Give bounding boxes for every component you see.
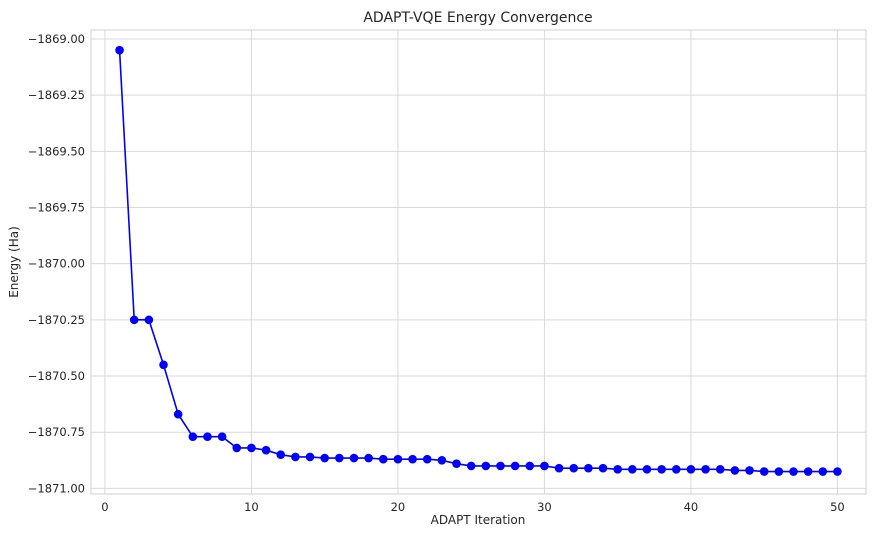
y-tick-label: −1871.00: [28, 481, 85, 495]
data-point: [657, 464, 666, 474]
data-point: [276, 450, 286, 459]
y-tick-label: −1869.00: [28, 32, 85, 46]
data-point: [628, 464, 637, 474]
data-point: [818, 467, 828, 476]
data-point: [159, 360, 168, 370]
data-point: [349, 453, 359, 463]
plot-frame: [90, 29, 867, 495]
data-point: [335, 453, 344, 463]
data-point: [422, 454, 432, 464]
y-tick-label: −1869.75: [28, 201, 85, 215]
y-tick-label: −1870.50: [28, 369, 85, 383]
data-point: [305, 452, 315, 462]
data-point: [144, 315, 154, 325]
data-point: [291, 452, 300, 462]
data-point: [642, 464, 652, 474]
data-point: [217, 432, 227, 442]
data-point: [129, 315, 139, 325]
data-point: [613, 464, 622, 474]
data-point: [437, 455, 447, 465]
data-point: [525, 461, 535, 471]
data-point: [452, 459, 461, 468]
data-point: [730, 466, 740, 475]
chart-title: ADAPT-VQE Energy Convergence: [363, 10, 592, 26]
data-point: [671, 464, 681, 474]
x-tick-label: 30: [537, 500, 552, 514]
data-point: [115, 45, 124, 55]
data-point: [496, 461, 505, 471]
data-point: [686, 464, 696, 474]
y-axis: −1869.00 −1869.25 −1869.50 −1869.75 −1870.00…: [28, 32, 85, 495]
data-point: [803, 467, 813, 476]
data-point: [408, 454, 417, 464]
data-point: [393, 454, 403, 464]
data-point: [745, 466, 754, 475]
x-tick-label: 40: [684, 500, 699, 514]
data-point: [247, 443, 256, 453]
y-tick-label: −1870.25: [28, 313, 85, 327]
x-tick-label: 50: [830, 500, 845, 514]
y-tick-label: −1870.75: [28, 425, 85, 439]
series-line: [118, 50, 838, 473]
data-point: [232, 443, 242, 453]
data-point: [188, 432, 198, 442]
data-point: [466, 461, 476, 471]
data-point: [789, 467, 798, 476]
data-point: [203, 432, 212, 442]
data-point: [833, 467, 842, 476]
y-axis-label: Energy (Ha): [7, 226, 21, 298]
y-tick-label: −1869.50: [28, 144, 85, 158]
data-point: [364, 453, 373, 463]
data-point: [584, 463, 593, 473]
data-point: [378, 454, 388, 464]
x-axis-label: ADAPT Iteration: [431, 513, 526, 527]
x-tick-label: 10: [244, 500, 259, 514]
data-point: [569, 463, 579, 473]
data-point: [173, 409, 183, 419]
data-point: [759, 467, 769, 476]
series-layer: [115, 45, 842, 476]
x-axis: 0 10 20 30 40 50: [101, 500, 844, 514]
data-point: [701, 464, 710, 474]
data-point: [540, 461, 549, 471]
data-point: [481, 461, 491, 471]
data-point: [320, 453, 329, 463]
data-point: [510, 461, 520, 471]
x-tick-label: 20: [391, 500, 406, 514]
grid: [91, 30, 866, 494]
y-tick-label: −1869.25: [28, 88, 85, 102]
data-point: [261, 445, 271, 455]
data-point: [598, 463, 608, 473]
data-point: [554, 463, 564, 473]
data-point: [715, 464, 725, 474]
x-tick-label: 0: [101, 500, 108, 514]
y-tick-label: −1870.00: [28, 257, 85, 271]
data-point: [774, 467, 784, 476]
